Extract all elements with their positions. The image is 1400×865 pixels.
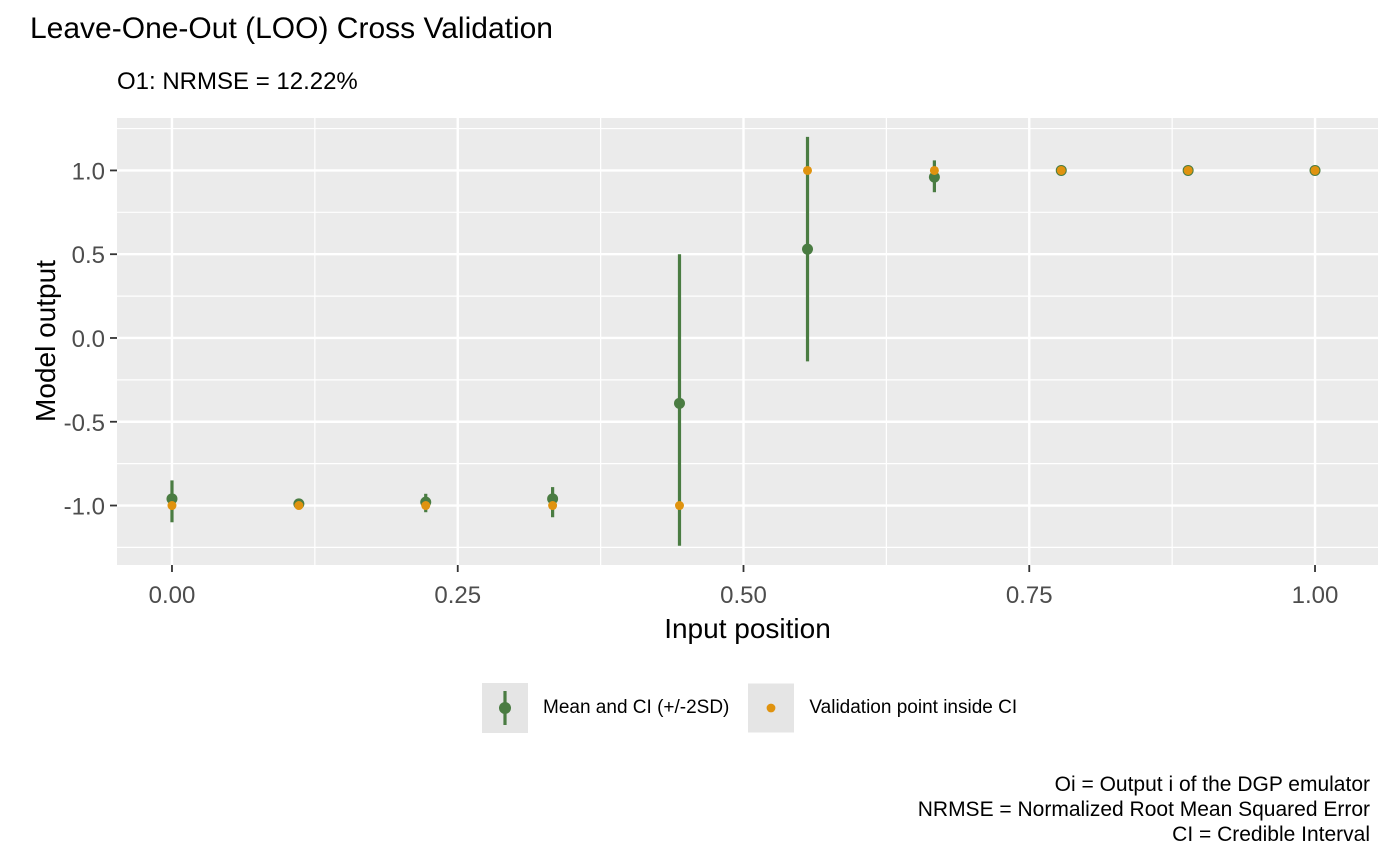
legend-label-mean-ci: Mean and CI (+/-2SD) [543,697,730,718]
x-tick-label: 0.50 [720,582,767,609]
x-axis-title: Input position [664,613,831,644]
pointrange-glyph-dot [499,702,511,714]
mean-point [166,493,178,505]
validation-point [803,165,813,175]
validation-point [1310,165,1320,175]
validation-legend-glyph [748,683,795,733]
legend-key-validation [748,683,795,733]
validation-point [421,501,431,511]
y-tick-label: 0.5 [72,242,105,269]
mean-point [802,243,814,255]
y-tick-label: -1.0 [64,494,105,521]
caption-line-ci: CI = Credible Interval [1172,823,1370,846]
x-tick-label: 0.75 [1006,582,1053,609]
mean-ci-legend-glyph [482,683,528,733]
caption-line-oi: Oi = Output i of the DGP emulator [1054,773,1370,796]
x-tick-label: 0.25 [434,582,481,609]
validation-glyph-dot [766,703,776,713]
y-tick-label: -0.5 [64,410,105,437]
validation-point [674,501,684,511]
plot-panel [117,118,1378,565]
validation-point [548,501,558,511]
mean-point [547,493,559,505]
caption: Oi = Output i of the DGP emulator NRMSE … [918,772,1370,847]
validation-point [929,165,939,175]
plot-title: Leave-One-Out (LOO) Cross Validation [30,12,553,45]
mean-point [673,397,685,409]
validation-point [1183,165,1193,175]
y-tick-label: 0.0 [72,326,105,353]
chart-canvas: 0.00 0.25 0.50 0.75 1.00 1.0 0.5 0.0 -0.5 -1.0 [64,118,1378,609]
mean-point [928,171,940,183]
legend-key-mean-ci [482,683,528,733]
caption-line-nrmse: NRMSE = Normalized Root Mean Squared Err… [917,798,1370,821]
plot-subtitle: O1: NRMSE = 12.22% [117,68,358,95]
legend: Mean and CI (+/-2SD) Validation point in… [482,683,1017,733]
x-tick-label: 0.00 [149,582,196,609]
validation-point [1056,165,1066,175]
validation-point [167,501,177,511]
y-axis-title: Model output [30,260,61,422]
y-tick-label: 1.0 [72,158,105,185]
x-tick-label: 1.00 [1292,582,1339,609]
validation-point [294,501,304,511]
legend-label-validation: Validation point inside CI [809,697,1018,718]
